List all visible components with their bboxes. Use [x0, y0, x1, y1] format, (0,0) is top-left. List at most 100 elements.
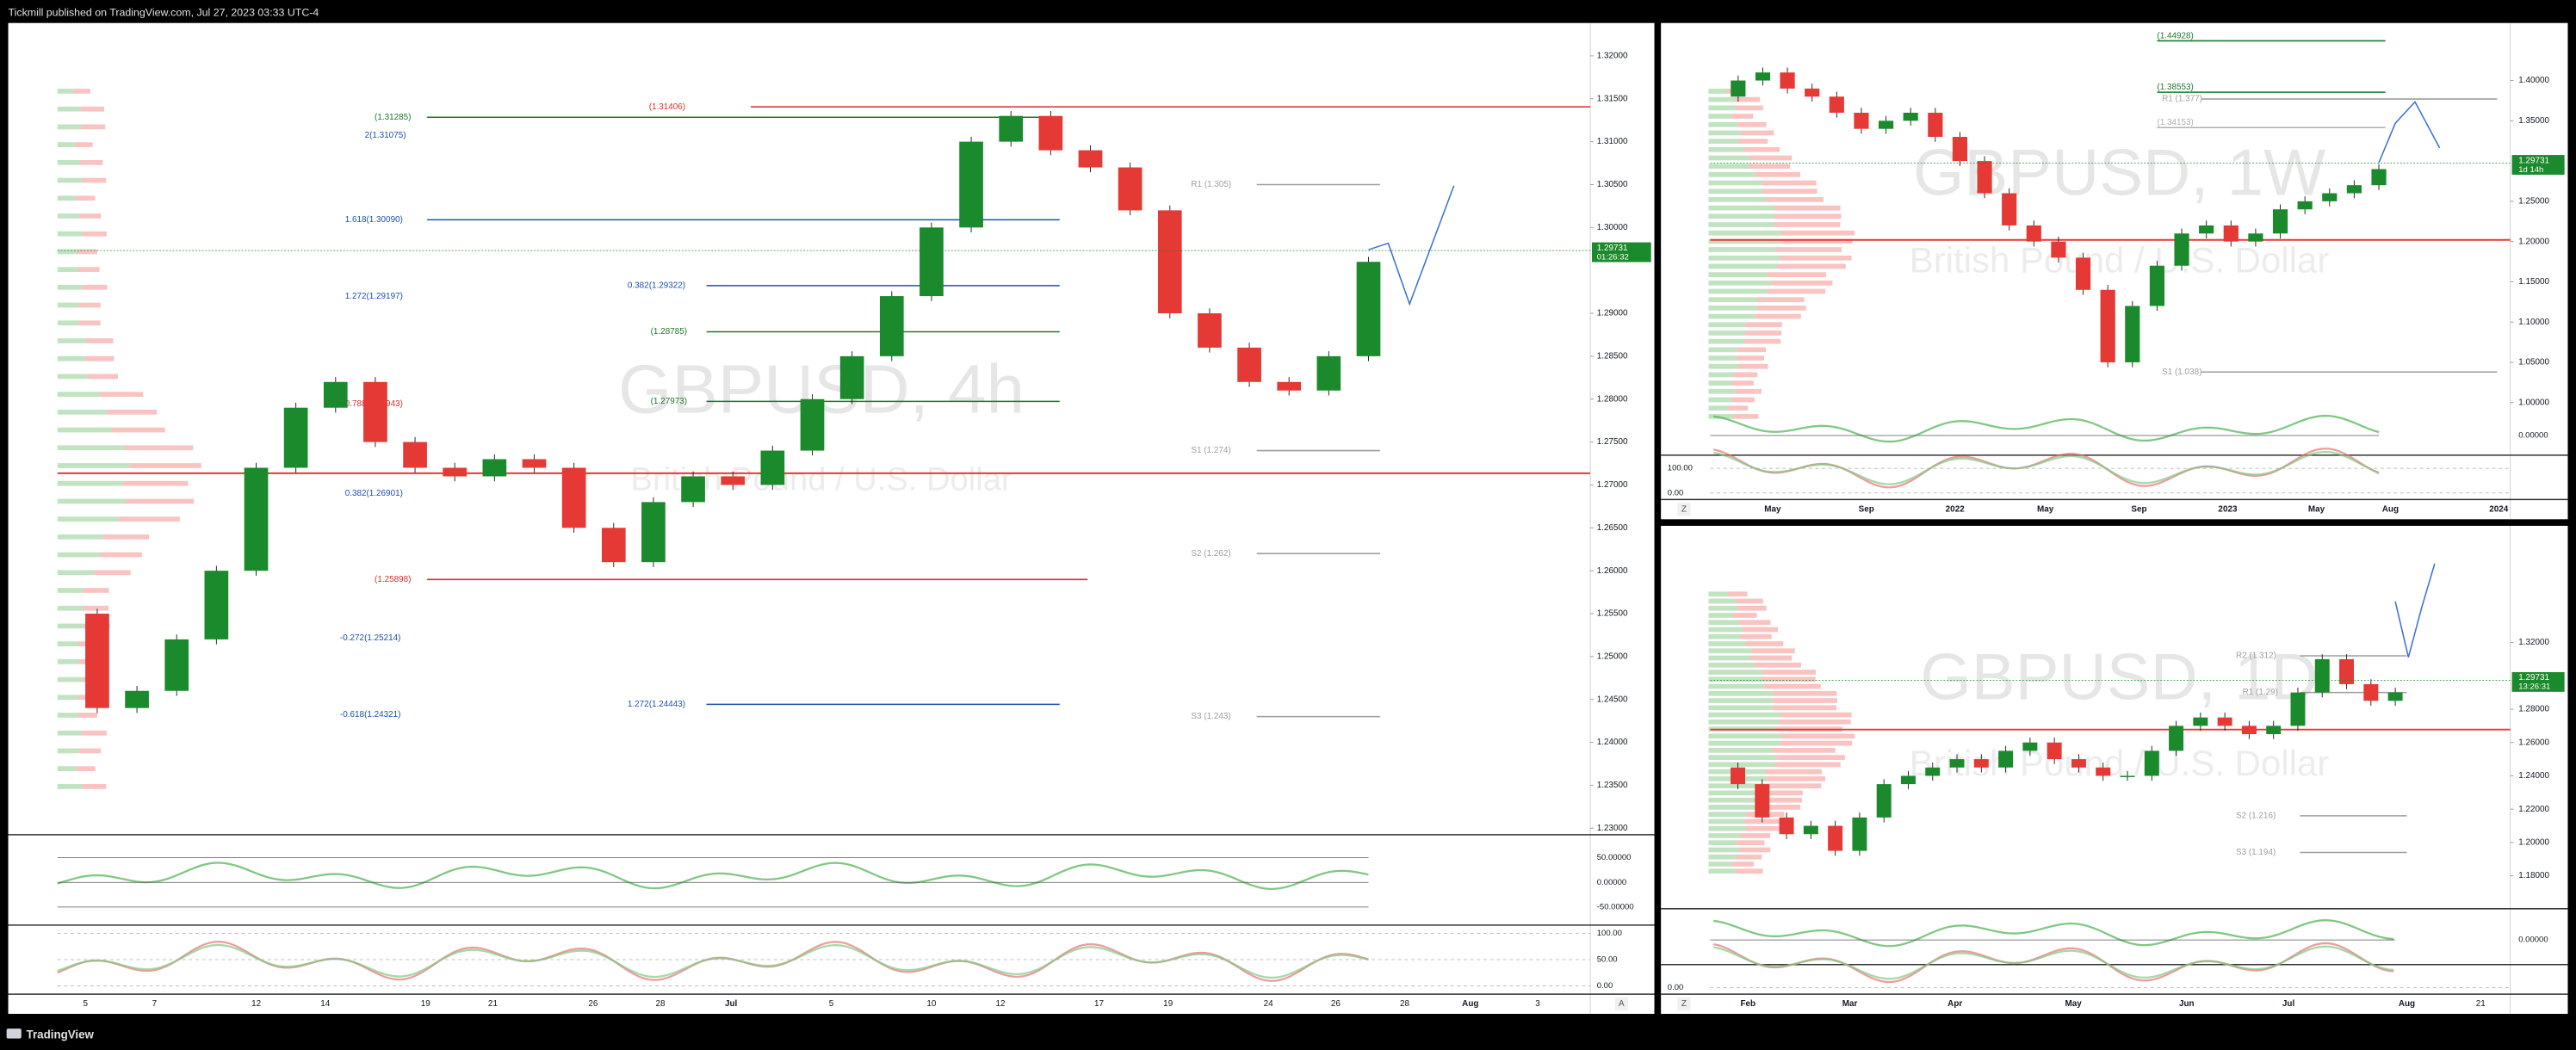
- scale-button[interactable]: [1614, 997, 1628, 1011]
- volume-profile-bar: [80, 106, 105, 112]
- price-candle: [363, 381, 387, 442]
- volume-profile-bar: [1780, 712, 1852, 718]
- date-label: 5: [829, 999, 834, 1009]
- price-candle: [2199, 225, 2214, 234]
- volume-profile-bar: [79, 748, 102, 754]
- date-label: Jun: [2179, 999, 2195, 1009]
- volume-profile-bar: [1708, 755, 1777, 760]
- price-tick-label: 1.10000: [2518, 318, 2549, 327]
- oscillator-line: [1713, 945, 2394, 980]
- scale-button[interactable]: [1677, 997, 1691, 1011]
- rsi-label: 0.00000: [2518, 936, 2548, 945]
- date-label: 24: [1264, 999, 1274, 1009]
- volume-profile-bar: [1708, 263, 1778, 269]
- price-candle: [1852, 817, 1867, 851]
- price-candle: [2371, 169, 2387, 186]
- oscillator-line: [57, 862, 1369, 890]
- date-label: Feb: [1740, 999, 1756, 1009]
- pane-background: [8, 22, 1655, 1014]
- volume-profile-bar: [1772, 690, 1837, 696]
- scale-button[interactable]: [1677, 503, 1691, 516]
- price-candle: [2297, 201, 2313, 210]
- price-candle: [1998, 750, 2014, 768]
- volume-profile-bar: [57, 427, 112, 433]
- price-candle: [323, 381, 348, 408]
- price-candle: [641, 502, 666, 563]
- level-label: (1.44928): [2157, 31, 2193, 40]
- price-candle: [2363, 683, 2379, 701]
- level-label: 1.272(1.24443): [628, 700, 685, 709]
- volume-profile-bar: [1737, 605, 1767, 611]
- current-price-timer: 01:26:32: [1597, 252, 1629, 262]
- volume-profile-bar: [1708, 812, 1747, 818]
- date-label: 7: [152, 999, 158, 1009]
- price-candle: [2223, 225, 2239, 242]
- volume-profile-bar: [1731, 380, 1754, 386]
- volume-profile-bar: [57, 409, 108, 415]
- volume-profile-bar: [82, 730, 107, 736]
- volume-profile-bar: [1732, 372, 1758, 378]
- price-candle: [800, 398, 825, 451]
- price-tick-label: 1.20000: [2518, 838, 2549, 848]
- volume-profile-bar: [1708, 288, 1768, 294]
- stoch-label: 100.00: [1597, 929, 1622, 938]
- date-label: 17: [1094, 999, 1105, 1009]
- volume-profile-bar: [1737, 347, 1767, 353]
- date-label: Jul: [725, 999, 738, 1009]
- volume-profile-bar: [1755, 797, 1802, 803]
- volume-profile-bar: [1774, 247, 1842, 252]
- level-label: (1.27973): [651, 397, 687, 406]
- price-candle: [1237, 347, 1261, 382]
- price-tick-label: 1.24500: [1597, 695, 1628, 704]
- volume-profile-bar: [1762, 180, 1817, 186]
- date-label: 3: [1535, 999, 1540, 1009]
- current-price-tag: [2511, 671, 2565, 692]
- volume-profile-bar: [77, 249, 97, 255]
- price-candle: [879, 296, 904, 356]
- volume-profile-bar: [1708, 222, 1774, 227]
- level-label: -0.618(1.24321): [340, 710, 400, 720]
- level-label: S3 (1.194): [2236, 848, 2276, 857]
- volume-profile-bar: [122, 480, 189, 486]
- volume-profile-bar: [1708, 705, 1773, 711]
- volume-profile-bar: [57, 676, 83, 682]
- price-tick-label: 1.25000: [2518, 197, 2549, 207]
- price-tick-label: 1.23000: [1597, 824, 1628, 833]
- scale-button-label: Z: [1681, 999, 1687, 1009]
- volume-profile-bar: [1708, 740, 1780, 746]
- level-label: S2 (1.216): [2236, 812, 2276, 821]
- volume-profile-bar: [1708, 733, 1782, 739]
- volume-profile-bar: [129, 463, 201, 468]
- price-candle: [1078, 150, 1103, 168]
- volume-profile-bar: [1708, 405, 1729, 411]
- price-candle: [2322, 193, 2338, 201]
- volume-profile-bar: [1708, 155, 1750, 161]
- volume-profile-bar: [57, 552, 100, 558]
- volume-profile-bar: [1708, 613, 1733, 618]
- volume-profile-bar: [1754, 805, 1801, 810]
- volume-profile-bar: [1708, 805, 1755, 810]
- volume-profile-bar: [1740, 633, 1772, 639]
- price-candle: [443, 467, 468, 477]
- volume-profile-bar: [1765, 769, 1822, 775]
- price-candle: [2125, 306, 2140, 362]
- volume-profile-bar: [1745, 825, 1783, 831]
- volume-profile-bar: [57, 570, 95, 576]
- volume-profile-bar: [57, 445, 126, 451]
- volume-profile-bar: [1737, 363, 1768, 369]
- volume-profile-bar: [1708, 670, 1762, 675]
- volume-profile-bar: [1736, 598, 1763, 604]
- volume-profile-bar: [76, 195, 96, 201]
- volume-profile-bar: [57, 106, 81, 112]
- price-candle: [403, 442, 427, 468]
- volume-profile-bar: [81, 124, 106, 130]
- level-label: S2 (1.262): [1191, 549, 1230, 559]
- volume-profile-bar: [57, 766, 77, 772]
- volume-profile-bar: [57, 213, 80, 219]
- price-candle: [1038, 115, 1063, 151]
- price-candle: [1277, 381, 1302, 391]
- volume-profile-bar: [57, 658, 79, 664]
- watermark-description: British Pound / U.S. Dollar: [1910, 743, 2330, 783]
- volume-profile-bar: [1743, 627, 1779, 633]
